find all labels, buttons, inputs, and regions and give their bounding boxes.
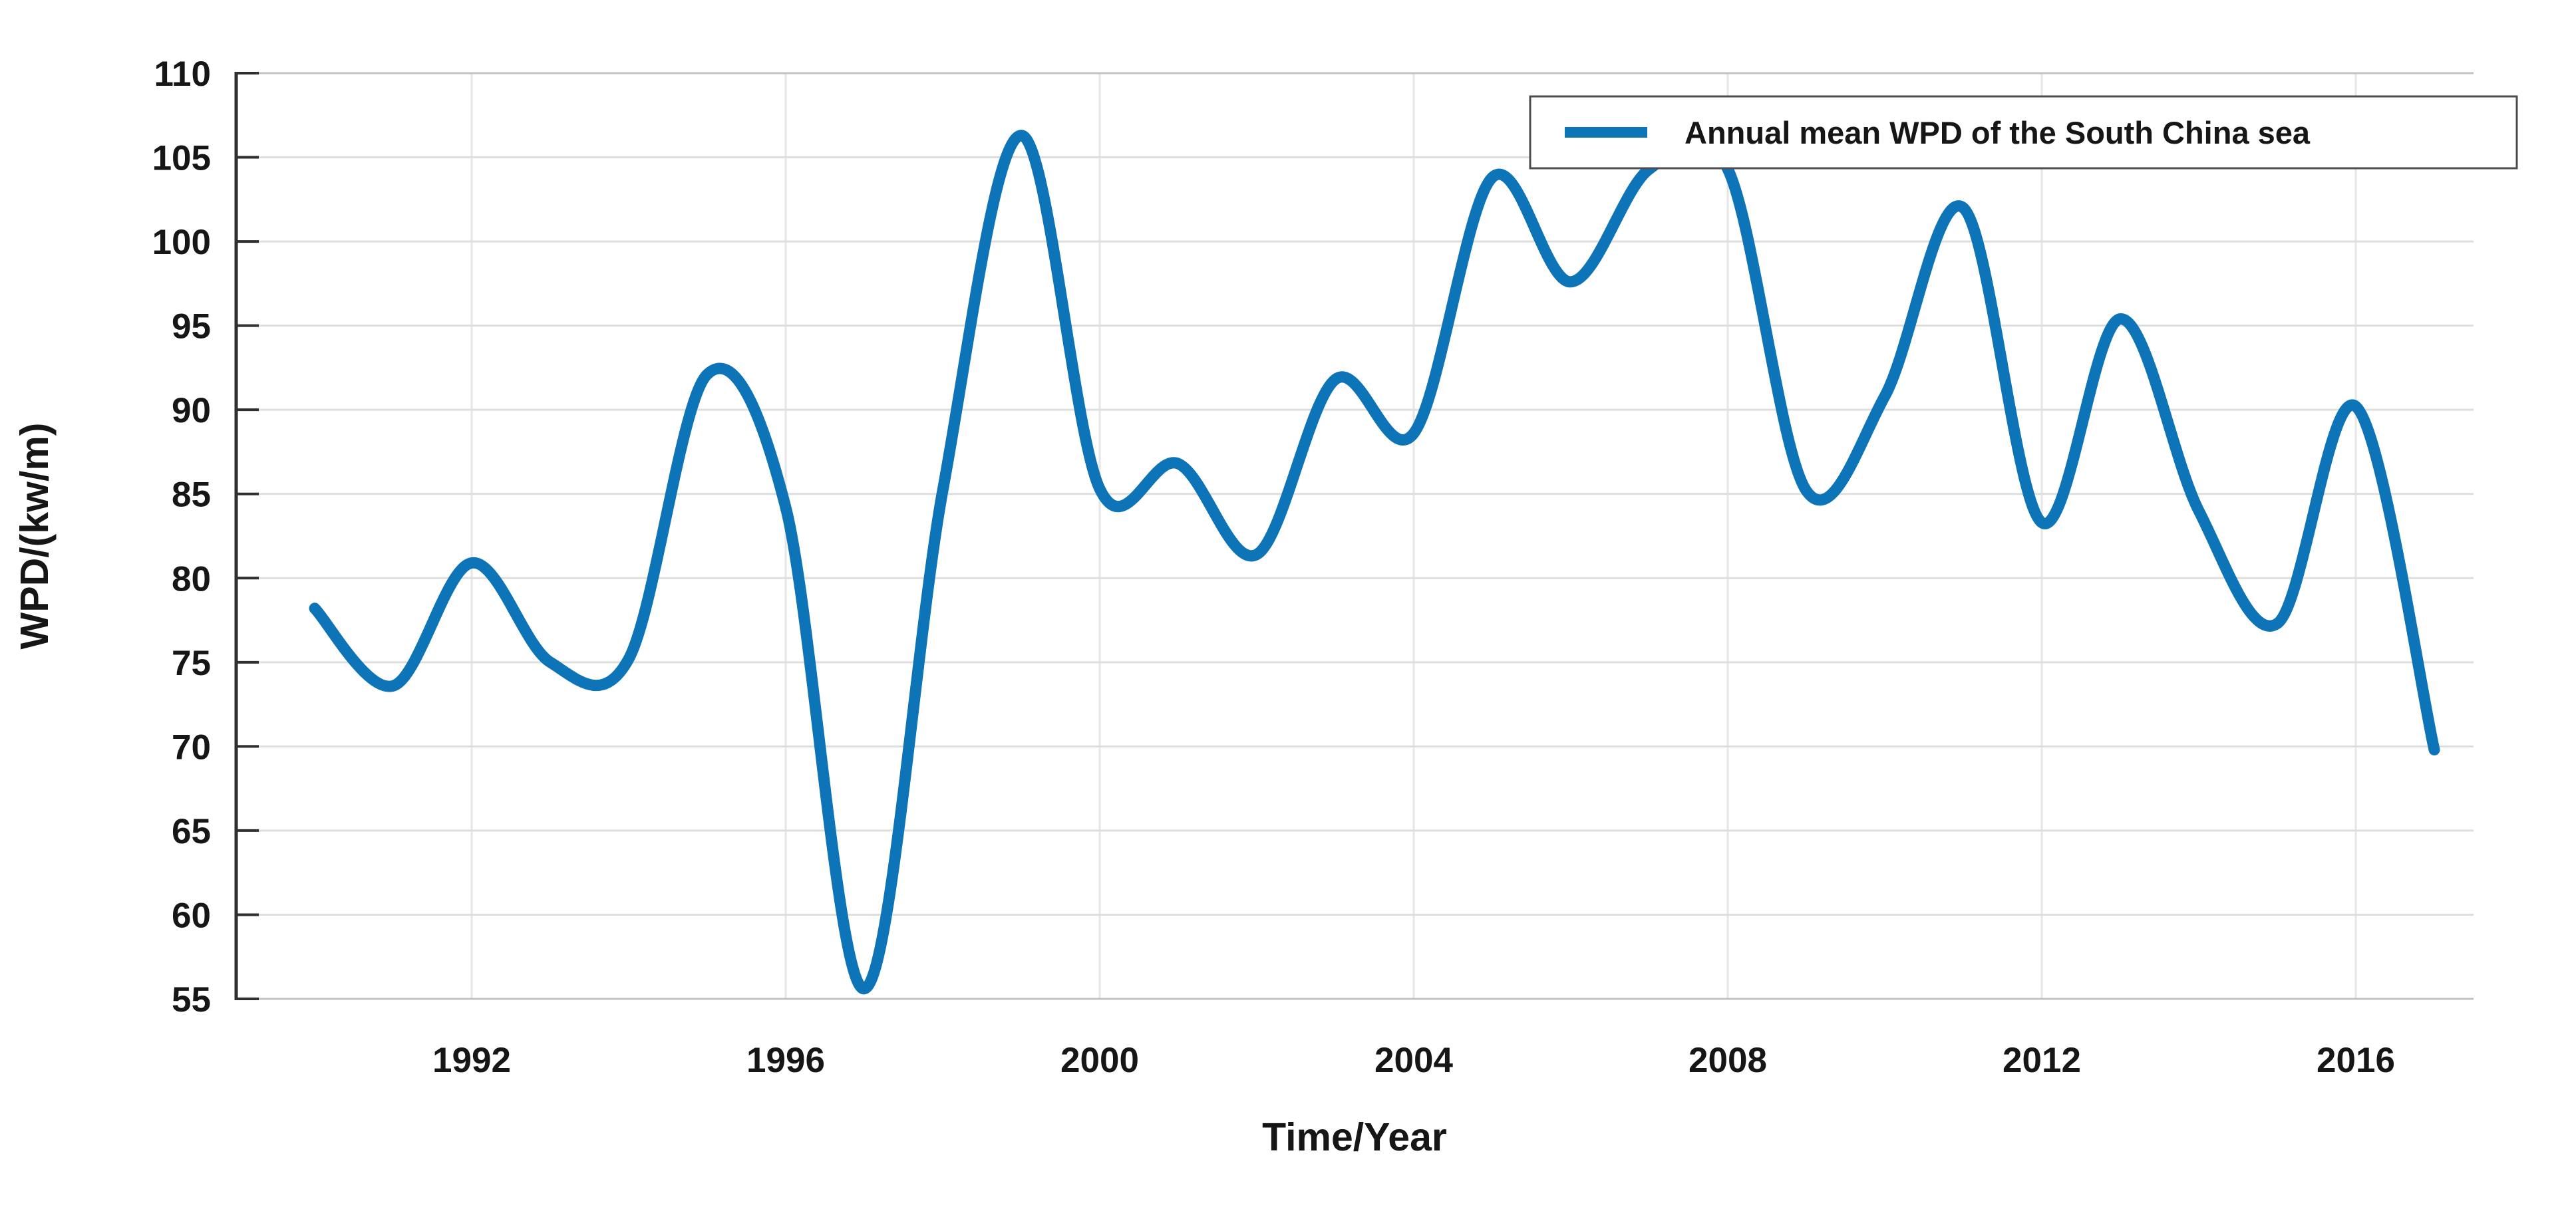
x-tick-label: 1992 [432, 1041, 511, 1080]
y-tick-label: 100 [152, 223, 211, 262]
x-tick-label: 2016 [2317, 1041, 2395, 1080]
x-tick-label: 1996 [746, 1041, 825, 1080]
x-tick-labels: 1992 1996 2000 2004 2008 2012 2016 [432, 1041, 2395, 1080]
y-tick-label: 60 [172, 896, 211, 935]
y-axis-title: WPD/(kw/m) [13, 423, 57, 650]
y-tick-label: 110 [154, 55, 211, 94]
y-tick-label: 90 [172, 391, 211, 430]
plot-area [236, 73, 2474, 999]
y-tick-label: 65 [172, 812, 211, 851]
x-tick-label: 2012 [2003, 1041, 2081, 1080]
y-tick-label: 95 [172, 307, 211, 346]
y-tick-labels: 55 60 65 70 75 80 85 90 95 100 105 110 [152, 55, 211, 1019]
x-tick-label: 2004 [1374, 1041, 1453, 1080]
legend-label: Annual mean WPD of the South China sea [1685, 115, 2311, 150]
data-line [309, 130, 2440, 995]
x-tick-label: 2000 [1060, 1041, 1139, 1080]
y-ticks [236, 72, 259, 1000]
x-tick-label: 2008 [1689, 1041, 1767, 1080]
y-tick-label: 70 [172, 728, 211, 767]
x-gridlines [470, 73, 2357, 999]
y-tick-label: 80 [172, 559, 211, 599]
data-series-group [309, 130, 2440, 995]
y-tick-label: 75 [172, 644, 211, 683]
legend: Annual mean WPD of the South China sea [1529, 95, 2518, 170]
legend-box [1529, 95, 2518, 170]
y-tick-label: 55 [172, 980, 211, 1019]
y-tick-label: 85 [172, 475, 211, 515]
x-axis-title: Time/Year [1262, 1115, 1447, 1159]
y-tick-label: 105 [152, 139, 211, 178]
